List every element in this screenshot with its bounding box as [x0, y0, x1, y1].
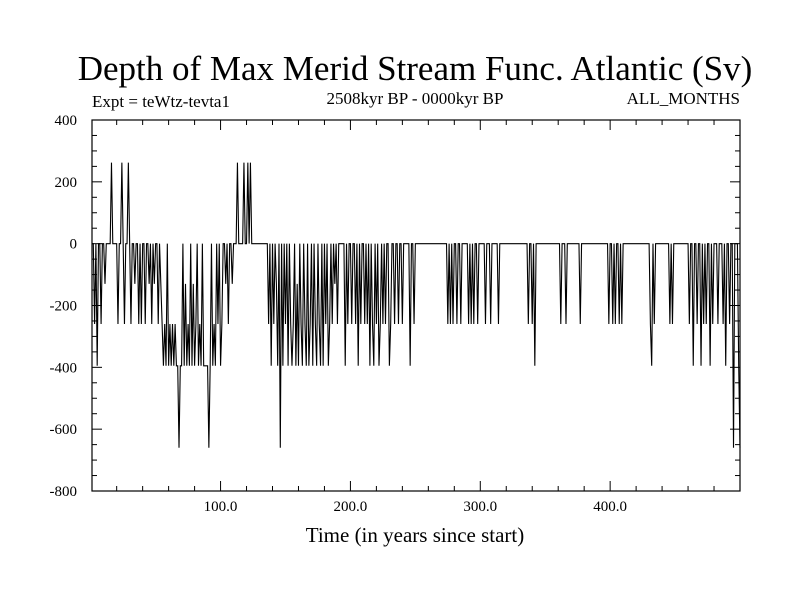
- chart-subtitle-right: ALL_MONTHS: [627, 89, 740, 108]
- x-tick-label: 100.0: [204, 499, 238, 515]
- y-tick-label: -800: [50, 484, 78, 500]
- x-tick-label: 300.0: [463, 499, 497, 515]
- y-tick-label: -400: [50, 360, 78, 376]
- chart-subtitle-left: Expt = teWtz-tevta1: [92, 92, 230, 111]
- y-tick-label: 0: [70, 237, 78, 253]
- x-tick-label: 400.0: [593, 499, 627, 515]
- tick-labels: 100.0 200.0 300.0 400.0 400 200 0 -200 -400 -600 -…: [50, 113, 628, 515]
- y-tick-label: 200: [55, 175, 78, 191]
- y-tick-label: -200: [50, 299, 78, 315]
- plot-frame: [91, 119, 741, 492]
- x-tick-label: 200.0: [334, 499, 368, 515]
- series-group: [92, 162, 741, 448]
- chart-title: Depth of Max Merid Stream Func. Atlantic…: [78, 49, 753, 88]
- chart-subtitle-center: 2508kyr BP - 0000kyr BP: [327, 89, 504, 108]
- x-axis-title: Time (in years since start): [306, 523, 525, 547]
- y-tick-label: 400: [55, 113, 78, 129]
- series-line: [92, 162, 741, 448]
- y-tick-label: -600: [50, 422, 78, 438]
- minor-ticks: [92, 120, 740, 491]
- axis-ticks: [92, 119, 740, 492]
